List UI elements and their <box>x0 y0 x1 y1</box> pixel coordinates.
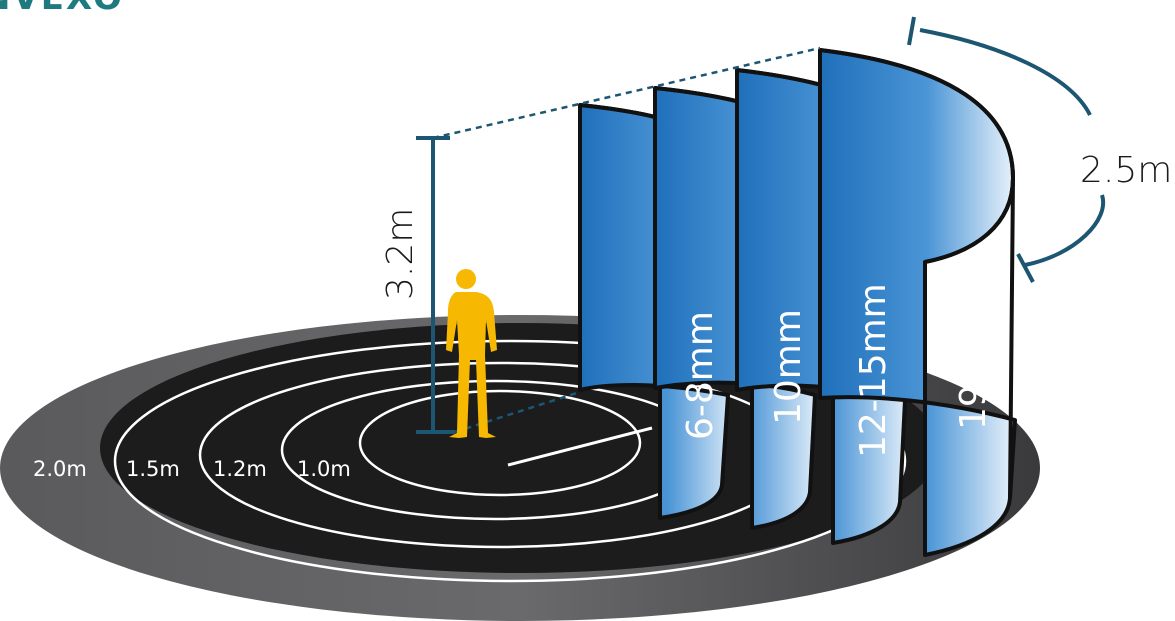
ring-labels: 2.0m 1.5m 1.2m 1.0m <box>33 457 351 481</box>
thickness-label: 6-8mm <box>680 311 721 440</box>
ring-label: 1.5m <box>126 457 180 481</box>
height-label: 3.2m <box>380 208 421 300</box>
radius-line <box>507 426 653 467</box>
thickness-label: 12-15mm <box>853 283 894 458</box>
ring-label: 2.0m <box>33 457 87 481</box>
arc-dimension <box>907 16 1106 283</box>
brand-title: NVEXO <box>0 0 124 18</box>
height-dimension <box>416 136 455 434</box>
ring-1-0 <box>358 389 642 497</box>
thickness-label: 10mm <box>768 309 809 425</box>
thickness-labels: 6-8mm 10mm 12-15mm 19mm <box>680 283 994 458</box>
person-silhouette-icon <box>446 269 497 438</box>
perspective-guides <box>432 46 821 434</box>
arc-length-label: 2.5m <box>1080 150 1172 191</box>
thickness-label: 19mm <box>953 314 994 430</box>
ring-label: 1.0m <box>297 457 351 481</box>
ring-label: 1.2m <box>213 457 267 481</box>
floor-inner <box>100 323 940 573</box>
glass-panels <box>578 48 1017 557</box>
ring-2-0 <box>113 339 907 583</box>
